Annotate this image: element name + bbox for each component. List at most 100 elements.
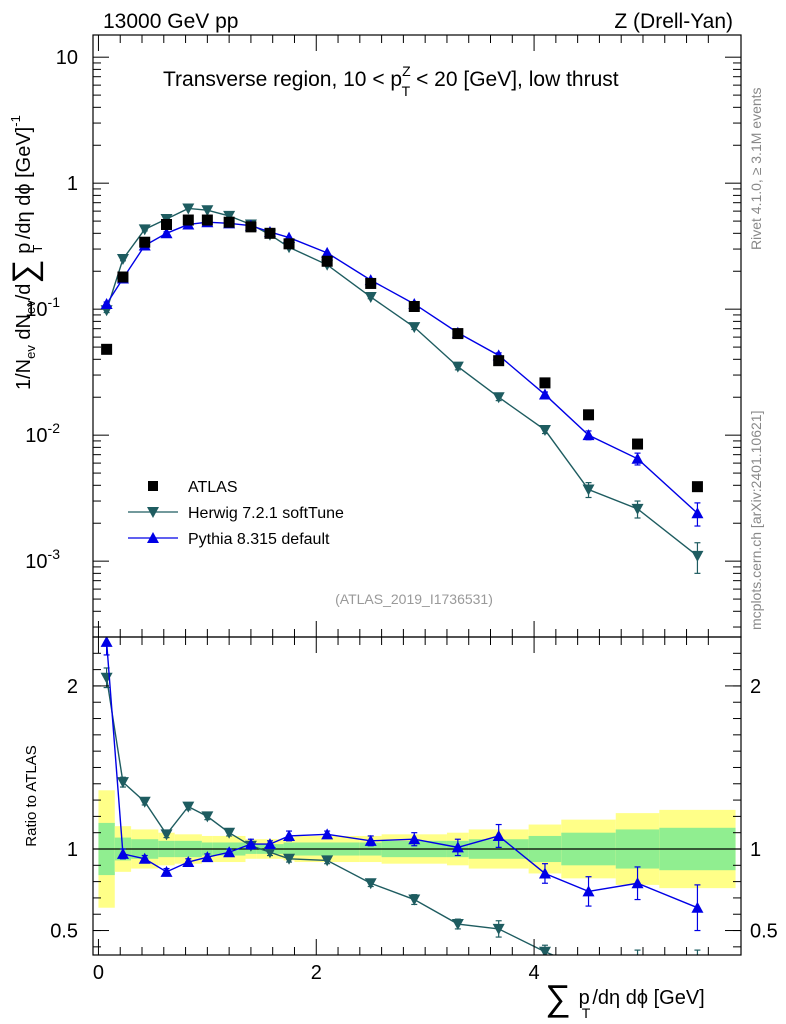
x-tick-label: 2 [311,962,322,984]
atlas-data-point [101,343,113,355]
pythia-ratio-marker [451,841,464,853]
pythia-marker [631,452,644,464]
x-label-sum: ∑ [545,977,571,1018]
atlas-data-point [365,277,377,289]
herwig-ratio-marker [283,853,296,865]
pythia-marker [538,388,551,400]
atlas-data-point [321,255,333,267]
y-tick-label-main: 10-1 [25,294,60,321]
y-tick-label-ratio-right: 0.5 [750,921,778,943]
atlas-data-point [245,221,257,233]
pythia-ratio-marker [631,877,644,889]
y-label-sub-ev2: ev [23,300,38,314]
herwig-ratio-marker [201,811,214,823]
pythia-ratio-marker [691,901,704,913]
x-axis-label: ∑ p T/dη dϕ [GeV] [545,977,705,1021]
pythia-ratio-marker [283,829,296,841]
herwig-ratio-marker [116,777,129,789]
x-label-sub: T [582,1005,591,1021]
pythia-marker [582,429,595,441]
herwig-marker [631,503,644,515]
pythia-ratio-marker [492,829,505,841]
herwig-marker [538,424,551,436]
herwig-ratio-marker [182,801,195,813]
y-tick-label-main: 10 [56,47,78,69]
ratio-panel-ticks: 0.5 0.5 1 1 2 2 0 2 4 [50,637,778,984]
plot-title: Transverse region, 10 < pZ T < 20 [GeV], … [163,63,619,99]
herwig-ratio-marker [223,827,236,839]
main-panel-series [100,203,704,574]
herwig-ratio-marker [364,878,377,890]
pythia-ratio-marker [263,838,276,850]
pythia-ratio-marker [408,833,421,845]
pythia-ratio-marker [321,828,334,840]
analysis-name: (ATLAS_2019_I1736531) [335,591,493,607]
legend-label-pythia: Pythia 8.315 default [188,531,330,548]
atlas-data-point [139,236,151,248]
herwig-marker [492,392,505,404]
atlas-data-point [539,377,551,389]
y-label-p: p [13,243,35,260]
atlas-data-point [493,355,505,367]
y-tick-label-main: 1 [67,173,78,195]
y-label-sub-ev: ev [23,345,38,359]
y-label-sum: ∑ [6,259,44,283]
pythia-marker [100,297,113,309]
pythia-ratio-marker [138,852,151,864]
herwig-ratio-marker [451,919,464,931]
y-label-sub-t: T [30,245,45,253]
atlas-data-point [452,328,464,340]
plot-title-main: Transverse region, 10 < p [163,68,402,91]
atlas-data-point [632,438,644,450]
herwig-marker [451,361,464,373]
y-label-exp: -1 [8,115,23,127]
y-label-part-a: 1/N [13,359,35,390]
legend-marker-atlas [148,481,158,491]
y-label-part-b: dN [13,314,35,345]
herwig-ratio-marker [100,672,113,684]
atlas-data-point [223,216,235,228]
pythia-ratio-marker [182,856,195,868]
pythia-ratio-marker [244,838,257,850]
pythia-ratio-marker [538,867,551,879]
herwig-marker [223,210,236,222]
legend-label-atlas: ATLAS [188,479,238,496]
y-tick-label-ratio-right: 2 [750,676,761,698]
atlas-data-point [408,300,420,312]
y-label-part-c: /d [13,284,35,301]
legend-marker-pythia [147,532,159,543]
herwig-ratio-marker [263,847,276,859]
legend: ATLAS Herwig 7.2.1 softTune Pythia 8.315… [128,479,344,548]
mcplots-reference: mcplots.cern.ch [arXiv:2401.10621] [748,411,764,630]
herwig-marker [582,484,595,496]
x-label-rest: /dη dϕ [GeV] [592,987,704,1009]
pythia-line [106,221,698,514]
pythia-marker [321,246,334,258]
atlas-data-point [264,227,276,239]
plot-title-rest: < 20 [GeV], low thrust [410,68,619,91]
atlas-data-point [117,271,129,283]
legend-marker-herwig [147,507,159,518]
pythia-ratio-marker [116,847,129,859]
y-axis-label-ratio: Ratio to ATLAS [23,745,40,846]
atlas-data-point [182,214,194,226]
ratio-series-group [100,637,704,976]
herwig-marker [182,203,195,215]
herwig-line [105,207,698,557]
y-tick-label-ratio-right: 1 [750,839,761,861]
y-label-rest: /dη dϕ [GeV] [13,127,35,245]
herwig-ratio-marker [408,894,421,906]
herwig-marker [364,291,377,303]
header-right: Z (Drell-Yan) [614,10,733,33]
herwig-marker [691,550,704,562]
herwig-ratio-marker [583,965,595,976]
ratio-panel-series [100,637,704,976]
pythia-marker [691,507,704,519]
header-left: 13000 GeV pp [103,10,238,33]
pythia-ratio-marker [223,846,236,858]
plot-title-sup: Z [402,63,411,79]
y-label-main: 1/Nev dNev/d∑ pT /dη dϕ [GeV]-1 [6,115,45,390]
y-tick-label-main: 10-2 [25,420,60,447]
pythia-ratio-marker [100,637,113,647]
